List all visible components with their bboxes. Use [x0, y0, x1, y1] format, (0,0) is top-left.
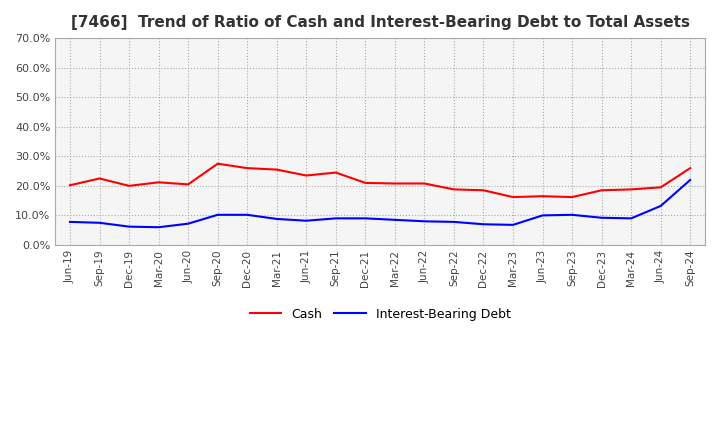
- Cash: [331, 170, 340, 175]
- Interest-Bearing Debt: [361, 216, 369, 221]
- Interest-Bearing Debt: [154, 224, 163, 230]
- Interest-Bearing Debt: [420, 219, 428, 224]
- Interest-Bearing Debt: [302, 218, 310, 224]
- Cash: [539, 194, 547, 199]
- Cash: [657, 185, 665, 190]
- Cash: [598, 187, 606, 193]
- Legend: Cash, Interest-Bearing Debt: Cash, Interest-Bearing Debt: [245, 303, 516, 326]
- Interest-Bearing Debt: [184, 221, 192, 226]
- Interest-Bearing Debt: [66, 219, 74, 224]
- Cash: [184, 182, 192, 187]
- Cash: [272, 167, 281, 172]
- Cash: [420, 181, 428, 186]
- Interest-Bearing Debt: [657, 203, 665, 209]
- Line: Interest-Bearing Debt: Interest-Bearing Debt: [70, 180, 690, 227]
- Interest-Bearing Debt: [509, 222, 518, 227]
- Cash: [66, 183, 74, 188]
- Cash: [449, 187, 458, 192]
- Interest-Bearing Debt: [449, 219, 458, 224]
- Cash: [480, 187, 488, 193]
- Cash: [154, 180, 163, 185]
- Interest-Bearing Debt: [331, 216, 340, 221]
- Cash: [390, 181, 399, 186]
- Interest-Bearing Debt: [390, 217, 399, 223]
- Interest-Bearing Debt: [272, 216, 281, 222]
- Cash: [125, 183, 133, 188]
- Interest-Bearing Debt: [568, 212, 577, 217]
- Line: Cash: Cash: [70, 164, 690, 197]
- Cash: [213, 161, 222, 166]
- Interest-Bearing Debt: [125, 224, 133, 229]
- Cash: [568, 194, 577, 200]
- Cash: [243, 165, 251, 171]
- Interest-Bearing Debt: [480, 222, 488, 227]
- Interest-Bearing Debt: [627, 216, 636, 221]
- Cash: [95, 176, 104, 181]
- Interest-Bearing Debt: [539, 213, 547, 218]
- Interest-Bearing Debt: [95, 220, 104, 225]
- Cash: [627, 187, 636, 192]
- Cash: [686, 165, 695, 171]
- Interest-Bearing Debt: [686, 177, 695, 183]
- Cash: [302, 173, 310, 178]
- Cash: [361, 180, 369, 186]
- Interest-Bearing Debt: [213, 212, 222, 217]
- Title: [7466]  Trend of Ratio of Cash and Interest-Bearing Debt to Total Assets: [7466] Trend of Ratio of Cash and Intere…: [71, 15, 690, 30]
- Interest-Bearing Debt: [243, 212, 251, 217]
- Cash: [509, 194, 518, 200]
- Interest-Bearing Debt: [598, 215, 606, 220]
